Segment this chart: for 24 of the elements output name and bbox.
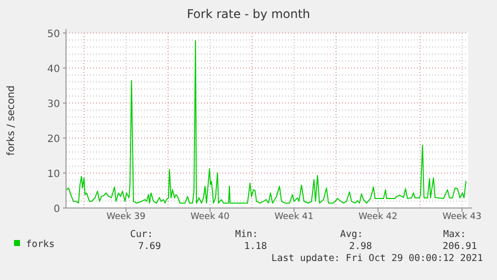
chart-title: Fork rate - by month [186, 7, 310, 21]
y-tick-label: 40 [47, 64, 60, 75]
y-tick-label: 0 [54, 204, 60, 215]
text: Avg: [340, 229, 363, 240]
text: Max: [443, 229, 466, 240]
text: Min: [235, 229, 258, 240]
line-series [66, 40, 466, 204]
legend-label: forks [26, 239, 55, 250]
x-tick-label: Week 41 [274, 212, 314, 222]
y-tick-label: 50 [47, 29, 60, 40]
y-axis-title: forks / second [6, 85, 17, 156]
text: 7.69 [138, 241, 162, 252]
text: 1.18 [244, 241, 268, 252]
x-tick-label: Week 43 [442, 212, 482, 222]
text: 2.98 [349, 241, 372, 252]
y-tick-label: 30 [47, 99, 60, 110]
text: Last update: Fri Oct 29 00:00:12 2021 [271, 253, 484, 264]
x-tick-label: Week 39 [106, 212, 146, 222]
x-tick-label: Week 40 [190, 212, 230, 222]
x-tick-label: Week 42 [358, 212, 398, 222]
text: Cur: [130, 229, 153, 240]
y-tick-label: 20 [47, 134, 60, 145]
y-tick-label: 10 [47, 169, 60, 180]
text: 206.91 [442, 241, 478, 252]
